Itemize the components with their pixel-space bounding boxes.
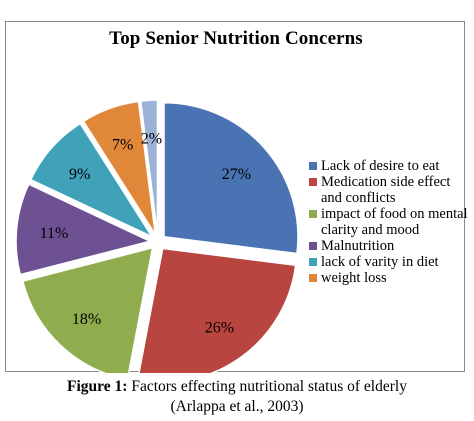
legend-entry: lack of varity in diet xyxy=(309,254,469,270)
caption-source: (Arlappa et al., 2003) xyxy=(170,398,304,415)
pie-slice xyxy=(15,183,153,276)
slice-data-label: 27% xyxy=(222,166,251,183)
slice-data-label: 2% xyxy=(141,131,162,148)
legend-label: weight loss xyxy=(321,270,387,286)
pie-slice xyxy=(21,246,154,373)
figure-caption: Figure 1: Factors effecting nutritional … xyxy=(0,377,474,417)
legend-label: Malnutrition xyxy=(321,238,395,254)
legend-entry: impact of food on mental clarity and moo… xyxy=(309,206,469,238)
chart-title: Top Senior Nutrition Concerns xyxy=(109,28,363,49)
slice-data-label: 18% xyxy=(72,311,101,328)
legend-entry: Malnutrition xyxy=(309,238,469,254)
legend-swatch xyxy=(309,274,317,282)
legend-label: Lack of desire to eat xyxy=(321,158,440,174)
legend-swatch xyxy=(309,210,317,218)
chart-legend: Lack of desire to eat Medication side eff… xyxy=(309,158,469,286)
legend-swatch xyxy=(309,258,317,266)
pie-chart: 27% 26% 18% 11% 9% 7% 2% xyxy=(15,99,299,373)
slice-data-label: 9% xyxy=(69,166,90,183)
legend-entry: Medication side effect and conflicts xyxy=(309,174,469,206)
pie-slice xyxy=(163,101,299,255)
pie-slice xyxy=(139,99,159,235)
slice-data-label: 26% xyxy=(205,320,234,337)
chart-frame: Top Senior Nutrition Concerns 27% 26% 18% 1… xyxy=(5,21,468,373)
caption-text: Factors effecting nutritional status of … xyxy=(131,378,407,395)
legend-label: Medication side effect and conflicts xyxy=(321,174,451,206)
slice-data-label: 7% xyxy=(112,137,133,154)
pie-slice xyxy=(82,100,157,235)
slice-data-label: 11% xyxy=(40,225,69,242)
legend-swatch xyxy=(309,242,317,250)
legend-swatch xyxy=(309,162,317,170)
legend-label: lack of varity in diet xyxy=(321,254,439,270)
pie-slice xyxy=(138,247,297,373)
legend-label: impact of food on mental clarity and moo… xyxy=(321,206,468,238)
legend-entry: Lack of desire to eat xyxy=(309,158,469,174)
caption-label: Figure 1: xyxy=(67,378,128,395)
pie-slice xyxy=(29,122,155,239)
legend-entry: weight loss xyxy=(309,270,469,286)
legend-swatch xyxy=(309,178,317,186)
